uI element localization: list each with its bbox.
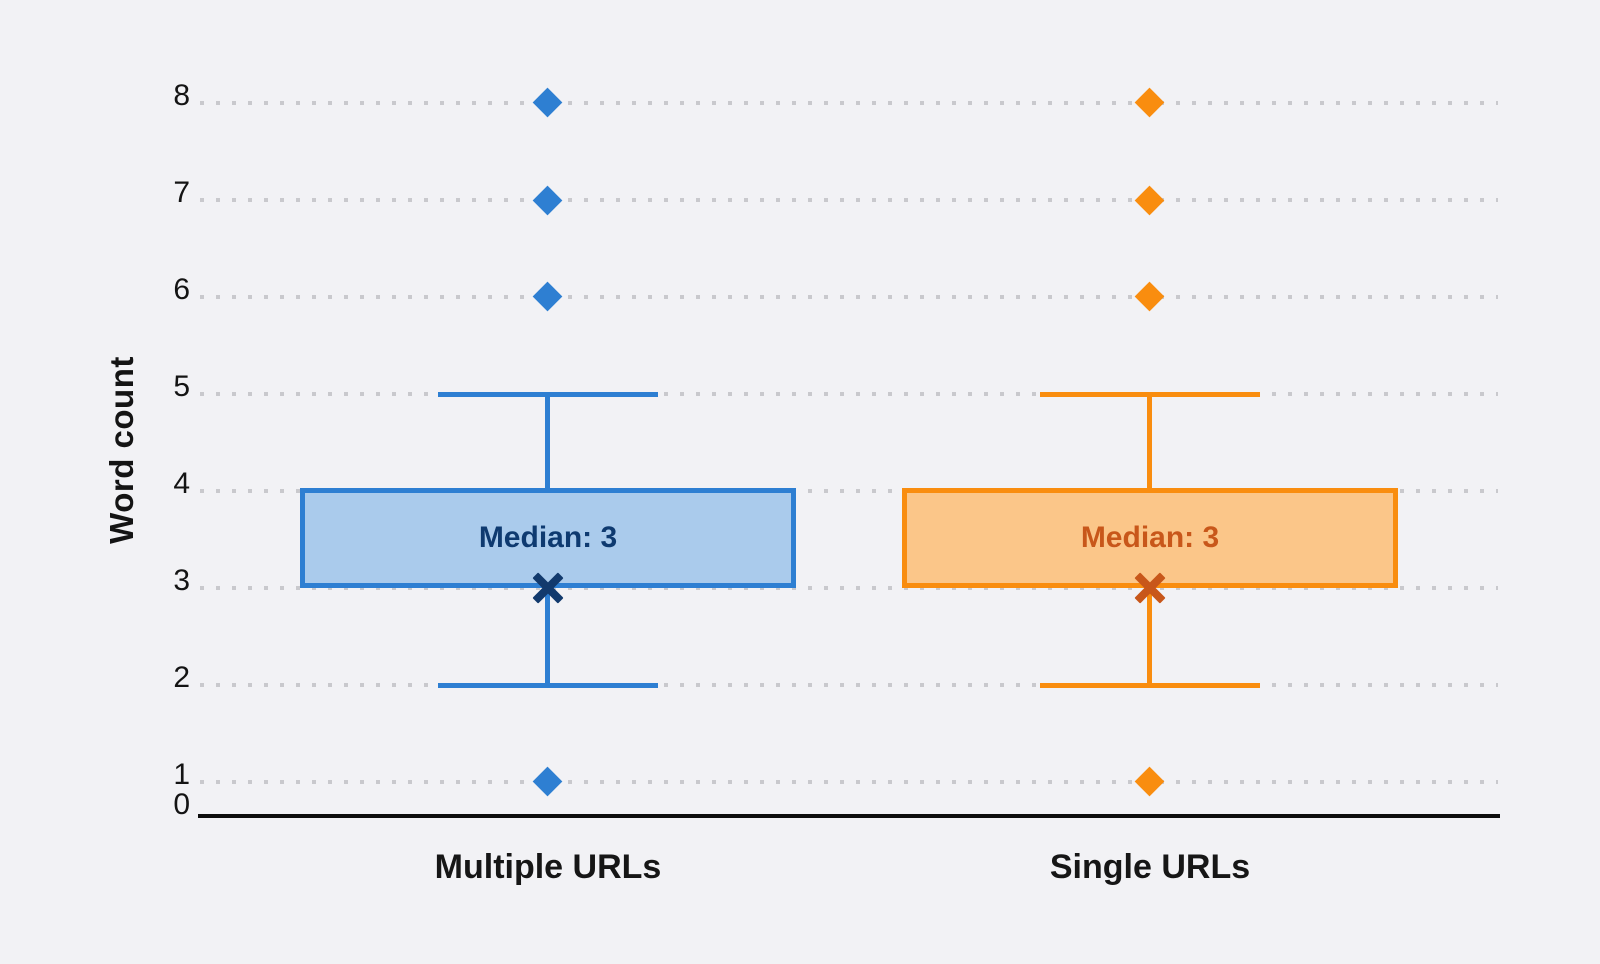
y-tick-5: 5 [173, 370, 190, 403]
outlier-diamond-single-urls-6 [1134, 281, 1165, 312]
gridline-2 [200, 683, 1498, 687]
category-label-single-urls: Single URLs [1049, 848, 1251, 886]
outlier-diamond-single-urls-8 [1134, 87, 1165, 118]
y-tick-6: 6 [173, 273, 190, 306]
outlier-diamond-multiple-urls-6 [532, 281, 563, 312]
median-label-single-urls: Median: 3 [1080, 521, 1220, 554]
outlier-diamond-multiple-urls-1 [532, 766, 563, 797]
whisker-cap-low-multiple-urls [438, 683, 658, 688]
y-tick-0: 0 [173, 788, 190, 821]
whisker-cap-low-single-urls [1040, 683, 1260, 688]
gridline-8 [200, 101, 1498, 105]
box-single-urls: Median: 3 [902, 488, 1398, 588]
gridline-6 [200, 295, 1498, 299]
outlier-diamond-multiple-urls-8 [532, 87, 563, 118]
median-x-marker-multiple-urls [530, 570, 566, 606]
y-tick-7: 7 [173, 176, 190, 209]
median-x-marker-single-urls [1132, 570, 1168, 606]
whisker-cap-high-single-urls [1040, 392, 1260, 397]
outlier-diamond-single-urls-7 [1134, 185, 1165, 216]
y-tick-2: 2 [173, 661, 190, 694]
outlier-diamond-multiple-urls-7 [532, 185, 563, 216]
gridline-3 [200, 586, 1498, 590]
y-tick-1: 1 [173, 758, 190, 791]
y-axis-label: Word count [103, 356, 140, 544]
y-tick-3: 3 [173, 564, 190, 597]
outlier-diamond-single-urls-1 [1134, 766, 1165, 797]
y-tick-4: 4 [173, 467, 190, 500]
y-tick-8: 8 [173, 79, 190, 112]
gridline-4 [200, 489, 1498, 493]
box-multiple-urls: Median: 3 [300, 488, 796, 588]
category-label-multiple-urls: Multiple URLs [434, 848, 662, 886]
gridline-5 [200, 392, 1498, 396]
gridline-7 [200, 198, 1498, 202]
gridline-1 [200, 780, 1498, 784]
median-label-multiple-urls: Median: 3 [478, 521, 618, 554]
x-axis-line [198, 814, 1500, 818]
whisker-cap-high-multiple-urls [438, 392, 658, 397]
